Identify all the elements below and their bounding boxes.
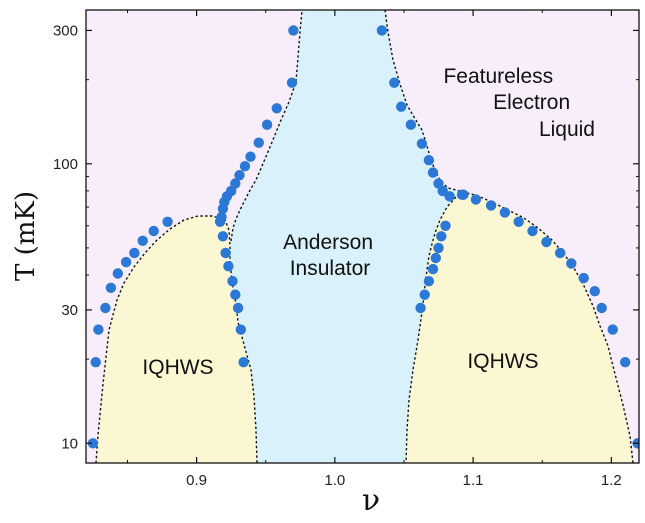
data-point xyxy=(458,189,469,200)
region-label-anderson-insulator: Anderson Insulator xyxy=(283,231,379,280)
iqhws-right-region xyxy=(406,192,633,463)
data-point xyxy=(235,324,246,335)
data-point xyxy=(129,247,140,259)
x-tick-label: 1.2 xyxy=(601,472,622,489)
data-point xyxy=(120,256,132,268)
data-point xyxy=(90,357,101,368)
data-point xyxy=(105,282,117,293)
data-point xyxy=(427,167,439,178)
y-tick-label: 300 xyxy=(53,22,78,39)
data-point xyxy=(376,25,388,36)
iqhws-left-region xyxy=(96,216,257,463)
data-points xyxy=(87,25,639,449)
data-point xyxy=(137,235,148,246)
x-axis: 0.9 1.0 1.1 1.2 xyxy=(126,10,622,489)
data-point xyxy=(217,231,229,242)
data-point xyxy=(220,247,231,259)
data-point xyxy=(436,231,447,242)
data-point xyxy=(234,170,245,181)
data-point xyxy=(596,302,607,314)
region-label-iqhws-right: IQHWS xyxy=(467,350,538,373)
y-axis-title: T (mK) xyxy=(11,191,41,281)
data-point xyxy=(87,438,99,449)
data-point xyxy=(427,263,439,275)
data-point xyxy=(162,216,173,227)
anderson-insulator-region xyxy=(230,10,463,463)
data-point xyxy=(405,119,417,130)
data-point xyxy=(440,220,451,231)
data-point xyxy=(419,289,430,300)
data-point xyxy=(620,357,631,368)
data-point xyxy=(100,302,111,314)
x-axis-title: ν xyxy=(362,483,380,518)
y-tick-label: 30 xyxy=(61,302,78,319)
data-point xyxy=(245,151,256,162)
data-point xyxy=(238,357,249,368)
data-point xyxy=(112,268,124,279)
y-tick-label: 10 xyxy=(61,435,78,452)
data-point xyxy=(271,103,282,114)
data-point xyxy=(485,200,497,211)
y-tick-label: 100 xyxy=(53,156,78,173)
data-point xyxy=(578,272,589,284)
data-point xyxy=(433,242,444,254)
x-tick-label: 1.1 xyxy=(463,472,484,489)
data-point xyxy=(589,286,600,297)
data-point xyxy=(396,101,407,112)
data-point xyxy=(555,247,566,259)
data-point xyxy=(527,225,538,237)
data-point xyxy=(93,324,104,335)
data-point xyxy=(541,236,552,248)
data-point xyxy=(389,77,400,88)
data-point xyxy=(148,225,159,237)
x-tick-label: 1.0 xyxy=(324,472,345,489)
data-point xyxy=(499,207,511,218)
x-tick-label: 0.9 xyxy=(186,472,207,489)
data-point xyxy=(261,119,273,130)
data-point xyxy=(470,194,482,205)
data-point xyxy=(253,137,264,148)
region-label-featureless-electron-liquid: Featureless Electron Liquid xyxy=(443,65,595,141)
plot-frame xyxy=(85,9,640,464)
data-point xyxy=(423,155,435,166)
data-point xyxy=(286,77,298,88)
data-point xyxy=(415,302,426,314)
data-point xyxy=(227,276,238,287)
data-point xyxy=(430,252,441,264)
data-point xyxy=(288,25,299,36)
data-point xyxy=(513,216,524,227)
data-point xyxy=(230,289,241,300)
data-point xyxy=(444,191,455,202)
data-point xyxy=(566,258,577,269)
data-point xyxy=(607,324,618,335)
data-point xyxy=(423,276,435,287)
data-point xyxy=(416,138,428,149)
y-axis: 10 30 100 300 xyxy=(53,22,639,452)
data-point xyxy=(230,178,241,189)
region-label-iqhws-left: IQHWS xyxy=(142,356,213,379)
data-point xyxy=(239,161,251,172)
data-point xyxy=(216,211,227,223)
data-point xyxy=(232,302,244,314)
data-point xyxy=(223,261,234,272)
